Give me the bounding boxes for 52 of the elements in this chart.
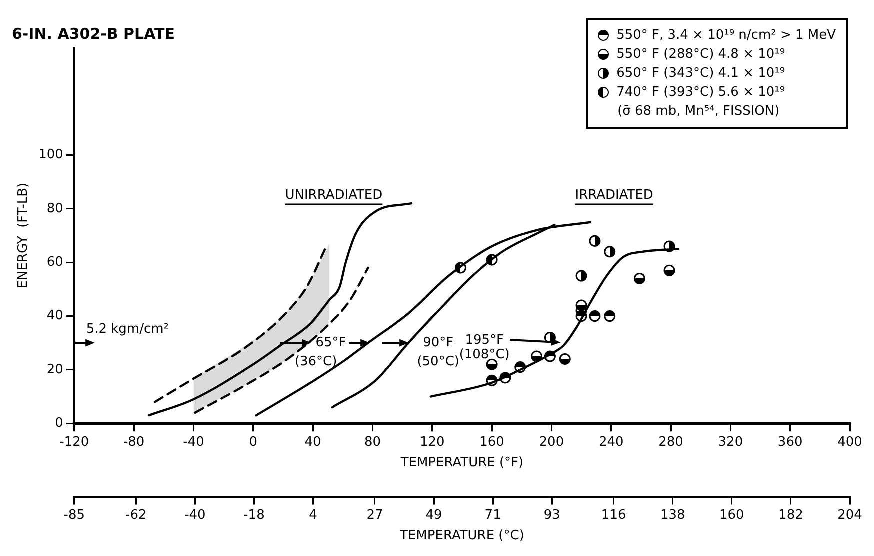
x-tick-label: 160 bbox=[480, 434, 504, 450]
annotation: IRRADIATED bbox=[575, 188, 654, 203]
x2-tick-label: 71 bbox=[484, 508, 502, 523]
annotation: 195°F bbox=[465, 332, 504, 348]
x2-axis-title: TEMPERATURE (°C) bbox=[399, 528, 524, 544]
x-tick-label: 80 bbox=[364, 434, 381, 450]
x-axis-title: TEMPERATURE (°F) bbox=[400, 455, 524, 470]
x2-tick-label: 182 bbox=[778, 508, 804, 523]
y-tick-label: 80 bbox=[46, 201, 64, 216]
annotation: 90°F bbox=[423, 335, 454, 350]
x-tick-label: 40 bbox=[304, 434, 322, 450]
annotation: (108°C) bbox=[459, 348, 510, 363]
x2-tick-label: 4 bbox=[309, 508, 318, 523]
x2-tick-label: -62 bbox=[126, 508, 147, 523]
annotation: (50°C) bbox=[417, 354, 460, 370]
chart-title: 6-IN. A302-B PLATE bbox=[12, 24, 175, 43]
annotation: UNIRRADIATED bbox=[285, 188, 383, 203]
x2-tick-label: 138 bbox=[660, 508, 686, 523]
legend-label: 740° F (393°C) 5.6 × 10¹⁹ bbox=[616, 84, 786, 102]
x-tick-label: -120 bbox=[60, 434, 90, 450]
x-tick-label: 0 bbox=[249, 434, 258, 450]
legend-label: 550° F (288°C) 4.8 × 10¹⁹ bbox=[616, 46, 786, 64]
x-tick-label: -80 bbox=[123, 434, 145, 450]
x2-tick-label: 93 bbox=[544, 508, 560, 523]
y-axis-title: ENERGY (FT-LB) bbox=[16, 182, 32, 289]
legend-label: 550° F, 3.4 × 10¹⁹ n/cm² > 1 MeV bbox=[616, 27, 836, 45]
x2-tick-label: 204 bbox=[838, 508, 862, 523]
x-tick-label: 400 bbox=[838, 434, 862, 450]
annotation: 65°F bbox=[316, 335, 346, 350]
x2-tick-label: 160 bbox=[720, 508, 744, 523]
y-tick-label: 0 bbox=[55, 416, 64, 431]
y-tick-label: 100 bbox=[38, 148, 64, 163]
x2-tick-label: 27 bbox=[366, 508, 384, 523]
x-tick-label: 360 bbox=[778, 434, 803, 450]
x-tick-label: 200 bbox=[539, 434, 564, 450]
x2-tick-label: -85 bbox=[64, 508, 86, 523]
x2-tick-label: -40 bbox=[184, 508, 206, 523]
x-tick-label: 120 bbox=[420, 434, 445, 450]
x2-tick-label: 116 bbox=[601, 508, 626, 523]
x2-tick-label: 49 bbox=[426, 508, 442, 523]
y-tick-label: 60 bbox=[46, 255, 64, 270]
annotation: (36°C) bbox=[294, 354, 338, 370]
x-tick-label: 320 bbox=[718, 434, 744, 450]
annotation: 5.2 kgm/cm² bbox=[86, 322, 169, 338]
annotation: (σ̄ 68 mb, Mn⁵⁴, FISSION) bbox=[616, 103, 781, 121]
y-tick-label: 20 bbox=[46, 362, 64, 378]
legend-label: 650° F (343°C) 4.1 × 10¹⁹ bbox=[616, 65, 786, 83]
x-tick-label: -40 bbox=[183, 434, 204, 450]
x2-tick-label: -18 bbox=[244, 508, 265, 523]
y-tick-label: 40 bbox=[46, 308, 64, 324]
x-tick-label: 240 bbox=[598, 434, 624, 450]
x-tick-label: 280 bbox=[658, 434, 684, 450]
